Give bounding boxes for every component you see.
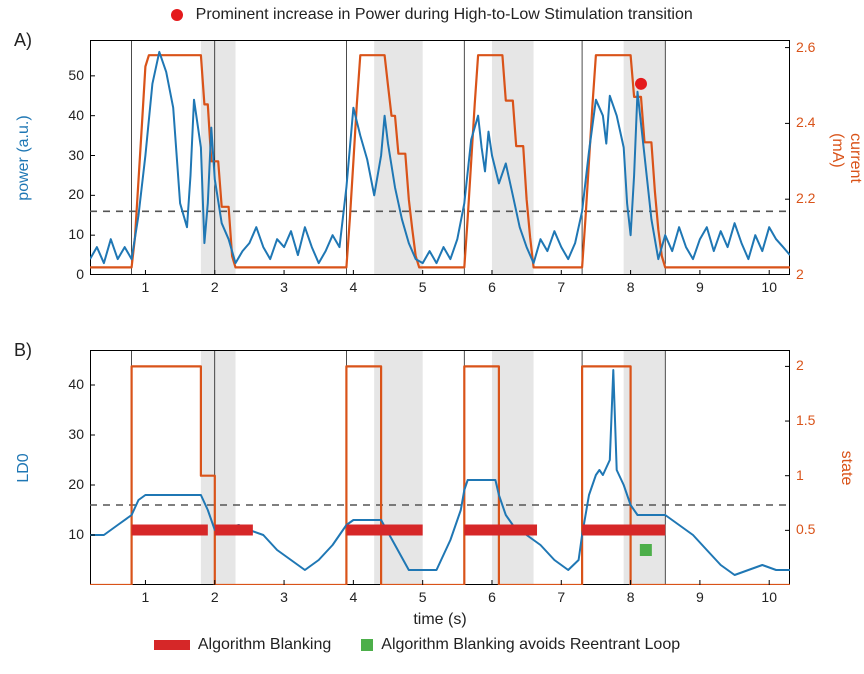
xtick-label: 10 — [759, 589, 779, 605]
ylabel-b-left: LD0 — [15, 453, 33, 482]
xtick-label: 3 — [274, 279, 294, 295]
xtick-label: 9 — [690, 589, 710, 605]
xtick-label: 8 — [621, 279, 641, 295]
xtick-label: 9 — [690, 279, 710, 295]
plot-a — [90, 40, 790, 275]
ytick-left-label: 40 — [54, 376, 84, 392]
xtick-label: 8 — [621, 589, 641, 605]
ytick-left-label: 30 — [54, 426, 84, 442]
bottom-legend: Algorithm Blanking Algorithm Blanking avo… — [0, 636, 864, 654]
xtick-label: 10 — [759, 279, 779, 295]
legend-square-icon — [361, 639, 373, 651]
ytick-left-label: 30 — [54, 147, 84, 163]
red-dot-icon — [171, 9, 183, 21]
legend-item: Algorithm Blanking — [154, 636, 331, 653]
xlabel-b: time (s) — [400, 611, 480, 629]
ytick-right-label: 1.5 — [796, 412, 836, 428]
xtick-label: 5 — [413, 279, 433, 295]
plot-b — [90, 350, 790, 585]
ytick-left-label: 10 — [54, 526, 84, 542]
ytick-left-label: 10 — [54, 226, 84, 242]
ytick-right-label: 2.4 — [796, 114, 836, 130]
figure-root: Prominent increase in Power during High-… — [0, 0, 864, 674]
panel-a-label: A) — [14, 30, 32, 51]
legend-item: Algorithm Blanking avoids Reentrant Loop — [361, 636, 680, 653]
xtick-label: 3 — [274, 589, 294, 605]
top-legend-text: Prominent increase in Power during High-… — [196, 6, 693, 23]
xtick-label: 6 — [482, 279, 502, 295]
ytick-left-label: 0 — [54, 266, 84, 282]
xtick-label: 6 — [482, 589, 502, 605]
ylabel-a-left: power (a.u.) — [15, 115, 33, 200]
ylabel-a-right: current (mA) — [828, 133, 864, 183]
panel-b-label: B) — [14, 340, 32, 361]
xtick-label: 7 — [551, 589, 571, 605]
ytick-right-label: 1 — [796, 467, 836, 483]
xtick-label: 5 — [413, 589, 433, 605]
xtick-label: 1 — [135, 589, 155, 605]
xtick-label: 4 — [343, 279, 363, 295]
ylabel-b-right: state — [837, 450, 855, 485]
ytick-left-label: 20 — [54, 186, 84, 202]
ytick-left-label: 50 — [54, 67, 84, 83]
xtick-label: 2 — [205, 279, 225, 295]
xtick-label: 1 — [135, 279, 155, 295]
legend-label: Algorithm Blanking avoids Reentrant Loop — [381, 636, 680, 653]
xtick-label: 2 — [205, 589, 225, 605]
ytick-right-label: 2 — [796, 357, 836, 373]
ytick-right-label: 2 — [796, 266, 836, 282]
ytick-left-label: 20 — [54, 476, 84, 492]
ytick-right-label: 0.5 — [796, 521, 836, 537]
top-legend: Prominent increase in Power during High-… — [0, 6, 864, 24]
ytick-right-label: 2.2 — [796, 190, 836, 206]
ytick-left-label: 40 — [54, 107, 84, 123]
legend-label: Algorithm Blanking — [198, 636, 331, 653]
xtick-label: 4 — [343, 589, 363, 605]
ytick-right-label: 2.6 — [796, 39, 836, 55]
xtick-label: 7 — [551, 279, 571, 295]
legend-bar-icon — [154, 640, 190, 650]
